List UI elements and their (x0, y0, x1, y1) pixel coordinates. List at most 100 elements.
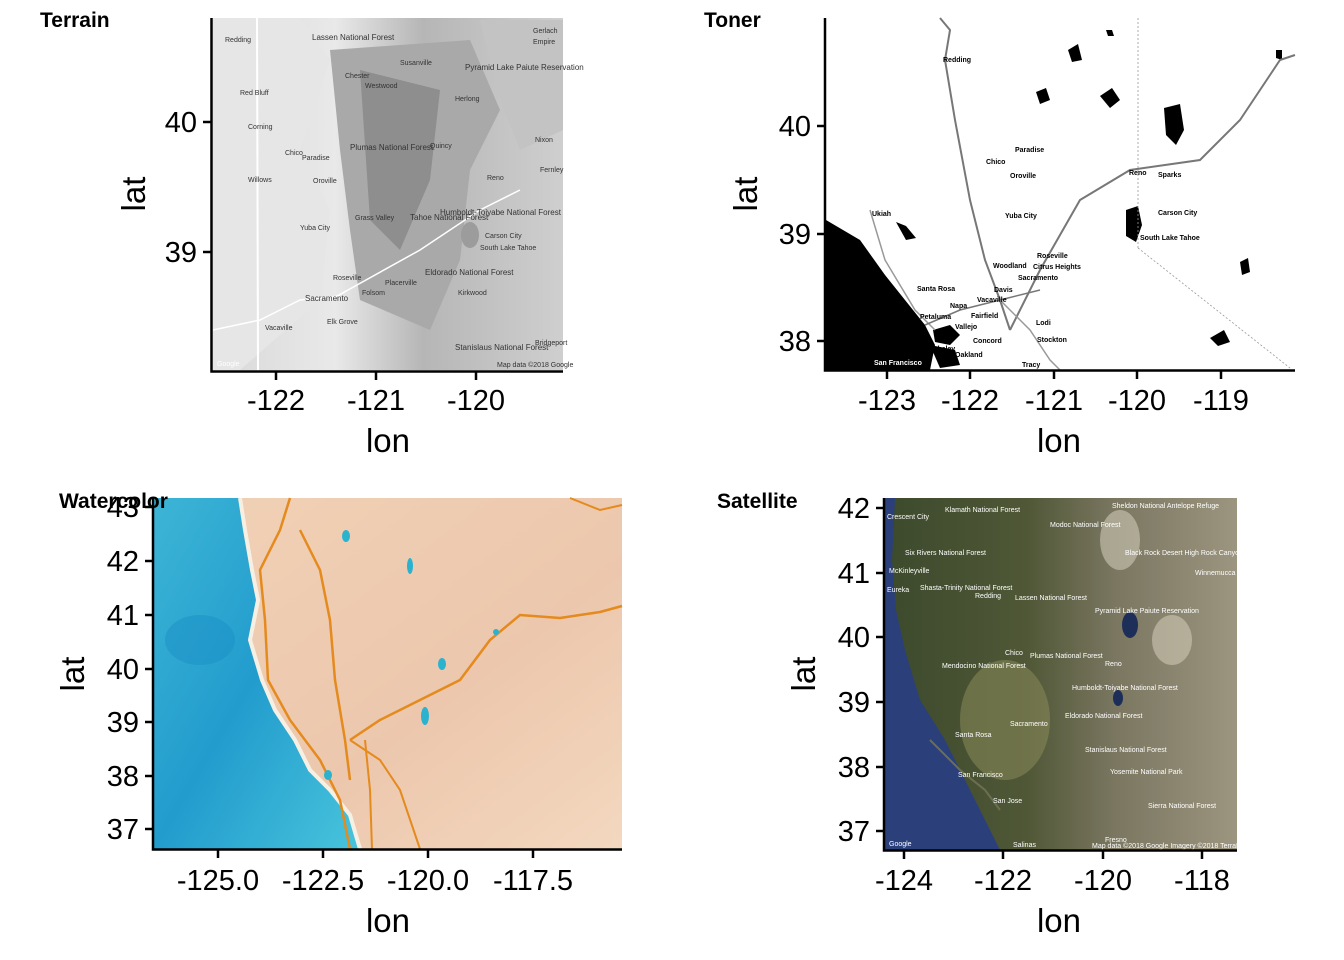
google-logo: Google (889, 841, 912, 848)
map-label: Willows (248, 177, 272, 184)
map-attribution: Map data ©2018 Google Imagery ©2018 Terr… (1092, 842, 1259, 850)
map-label: Santa Rosa (917, 286, 955, 293)
y-tick-label: 38 (107, 761, 139, 793)
watercolor-map-image (154, 497, 623, 850)
map-label: Davis (994, 287, 1013, 294)
map-label: Plumas National Forest (350, 143, 434, 152)
y-axis-label: lat (727, 177, 764, 212)
map-label: Winnemucca (1195, 570, 1236, 577)
x-tick-label: -118 (1174, 865, 1230, 897)
google-logo: Google (217, 361, 240, 368)
map-label: Pyramid Lake Paiute Reservation (465, 63, 584, 72)
map-label: South Lake Tahoe (1140, 235, 1200, 242)
x-tick-label: -117.5 (493, 865, 573, 897)
map-label: Chico (285, 150, 303, 157)
map-label: Redding (975, 593, 1001, 600)
map-label: McKinleyville (889, 568, 930, 575)
y-tick-label: 42 (107, 546, 139, 578)
x-tick-label: -121 (1025, 385, 1083, 417)
map-label: Eldorado National Forest (1065, 713, 1142, 720)
map-label: Redding (943, 57, 971, 64)
map-label: Lassen National Forest (1015, 595, 1087, 602)
panel-satellite: Satellite Klamath National Forest Modoc … (717, 490, 1273, 939)
map-label: Vacaville (977, 297, 1007, 304)
map-label: Reno (1105, 661, 1122, 668)
map-label: Berkeley (926, 346, 955, 353)
x-tick-label: -120 (1108, 385, 1166, 417)
x-tick-label: -120 (1074, 865, 1132, 897)
map-label: Stanislaus National Forest (1085, 747, 1167, 754)
map-label: Shasta-Trinity National Forest (920, 585, 1012, 592)
y-tick-label: 39 (165, 237, 197, 269)
y-tick-label: 37 (838, 816, 870, 848)
map-label: Folsom (362, 290, 385, 297)
map-label: Yuba City (1005, 213, 1037, 220)
x-tick-label: -122.5 (282, 865, 364, 897)
x-tick-label: -119 (1193, 385, 1249, 417)
map-label: South Lake Tahoe (480, 245, 536, 252)
map-label: Citrus Heights (1033, 264, 1081, 271)
map-label: Salinas (1013, 842, 1036, 849)
x-axis-label: lon (366, 422, 410, 459)
map-label: Ukiah (872, 211, 891, 218)
map-label: San Francisco (874, 360, 922, 367)
watercolor-axes: 43 42 41 40 39 38 37 -125.0 -122.5 -120.… (54, 492, 622, 939)
x-axis-label: lon (1037, 902, 1081, 939)
y-axis-label: lat (54, 657, 91, 692)
map-label: Humboldt-Toiyabe National Forest (1072, 685, 1178, 692)
x-tick-label: -124 (875, 865, 933, 897)
map-label: Reno (1129, 170, 1147, 177)
map-label: Gerlach (533, 28, 558, 35)
map-label: Yuba City (300, 225, 330, 232)
map-label: Roseville (1037, 253, 1068, 260)
map-label: Pyramid Lake Paiute Reservation (1095, 608, 1199, 615)
map-label: Reno (487, 175, 504, 182)
x-tick-label: -122 (974, 865, 1032, 897)
terrain-map-labels: Lassen National Forest Plumas National F… (217, 28, 584, 369)
y-tick-label: 39 (838, 687, 870, 719)
map-label: Redding (225, 37, 251, 44)
toner-axes: 40 39 38 -123 -122 -121 -120 -119 lon la… (727, 18, 1295, 459)
map-label: Plumas National Forest (1030, 653, 1103, 660)
x-tick-label: -122 (941, 385, 999, 417)
map-label: Sierra National Forest (1148, 803, 1216, 810)
map-label: Oroville (313, 178, 337, 185)
map-label: Sheldon National Antelope Refuge (1112, 503, 1219, 510)
map-label: Modoc National Forest (1050, 522, 1120, 529)
map-label: Westwood (365, 83, 398, 90)
map-label: Petaluma (920, 314, 951, 321)
map-label: Concord (973, 338, 1002, 345)
y-axis-label: lat (785, 657, 822, 692)
map-label: Crescent City (887, 514, 930, 521)
satellite-map-labels: Klamath National Forest Modoc National F… (887, 503, 1273, 850)
map-label: San Jose (993, 798, 1022, 805)
map-label: Red Bluff (240, 90, 269, 97)
x-tick-label: -120 (447, 385, 505, 417)
map-label: Corning (248, 124, 273, 131)
map-label: Yosemite National Park (1110, 769, 1183, 776)
panel-title-terrain: Terrain (40, 9, 110, 32)
map-label: Fairfield (971, 313, 998, 320)
map-label: Placerville (385, 280, 417, 287)
map-label: Oakland (955, 352, 983, 359)
panel-title-toner: Toner (704, 9, 761, 32)
map-label: Eldorado National Forest (425, 268, 514, 277)
map-label: Tahoe National Forest (410, 213, 489, 222)
map-label: Empire (533, 39, 555, 46)
map-label: Woodland (993, 263, 1027, 270)
map-label: Kirkwood (458, 290, 487, 297)
panel-watercolor: 43 42 41 40 39 38 37 -125.0 -122.5 -120.… (54, 490, 623, 939)
y-tick-label: 40 (779, 111, 811, 143)
map-label: Vallejo (955, 324, 977, 331)
terrain-map-image (212, 17, 563, 371)
map-label: Vacaville (265, 325, 293, 332)
y-tick-label: 42 (838, 493, 870, 525)
map-label: Black Rock Desert High Rock Canyon Emigr… (1125, 550, 1273, 557)
map-label: Santa Rosa (955, 732, 992, 739)
map-label: Klamath National Forest (945, 507, 1020, 514)
y-tick-label: 38 (779, 326, 811, 358)
satellite-map-image (885, 498, 1237, 850)
map-label: Grass Valley (355, 215, 395, 222)
x-tick-label: -125.0 (177, 865, 259, 897)
